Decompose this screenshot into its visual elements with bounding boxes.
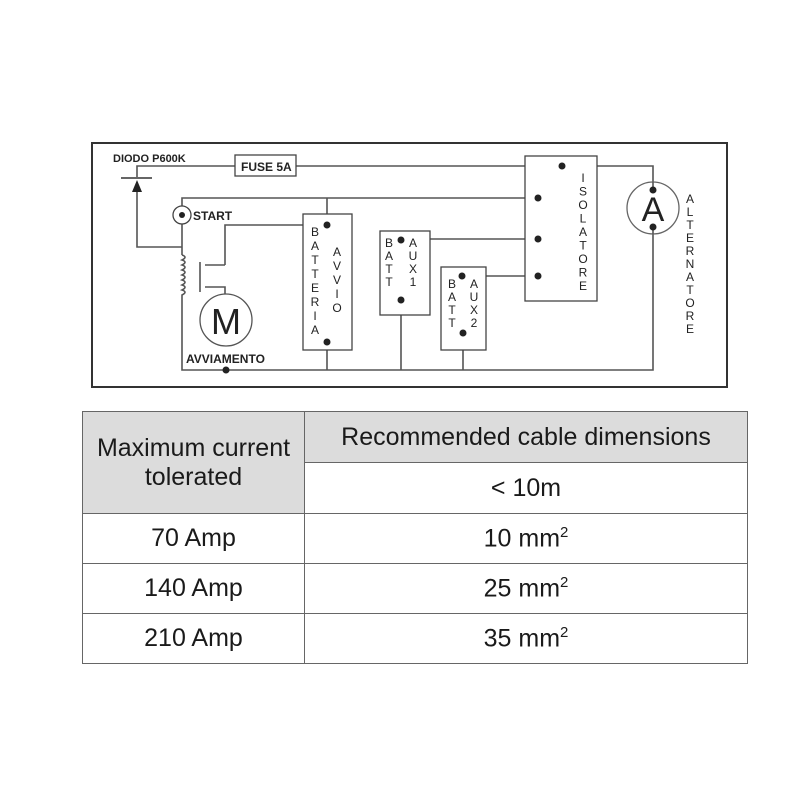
batt-aux2-label: B (448, 277, 456, 291)
batteria-label: B (311, 225, 319, 239)
aux1-label: 1 (410, 275, 417, 289)
size-cell: 25 mm2 (304, 563, 748, 614)
isolatore-label: I (581, 171, 584, 185)
alternatore-label: R (686, 309, 695, 323)
current-cell: 70 Amp (82, 513, 305, 564)
isolatore-label: S (579, 185, 587, 199)
alternatore-label: E (686, 322, 694, 336)
isolatore-label: O (578, 198, 587, 212)
wiring-diagram: DIODO P600K FUSE 5A START M AVVIAMENTO A… (91, 142, 728, 388)
size-cell: 35 mm2 (304, 613, 748, 664)
subheader-length: < 10m (304, 462, 748, 514)
aux1-label: X (409, 262, 417, 276)
avvio-label: A (333, 245, 341, 259)
size-cell: 10 mm2 (304, 513, 748, 564)
alternator-symbol: A (642, 191, 665, 229)
batt-aux2-label: T (448, 303, 456, 317)
alternatore-label: A (686, 270, 694, 284)
current-cell: 210 Amp (82, 613, 305, 664)
diode-icon (121, 177, 152, 192)
battery-aux1-box (379, 230, 431, 316)
avvio-label: V (333, 273, 341, 287)
avvio-label: O (332, 301, 341, 315)
motor-label: AVVIAMENTO (186, 352, 265, 366)
fuse-box (234, 154, 297, 177)
alternatore-label: T (686, 218, 694, 232)
alternatore-label: N (686, 257, 695, 271)
batteria-label: R (311, 295, 320, 309)
alternatore-label: T (686, 283, 694, 297)
batteria-label: T (311, 253, 319, 267)
batteria-label: A (311, 323, 319, 337)
table-row: 140 Amp 25 mm2 (82, 563, 748, 614)
isolatore-label: R (579, 266, 588, 280)
isolatore-label: A (579, 225, 587, 239)
batt-aux1-label: T (385, 275, 393, 289)
cable-table: Maximum current tolerated Recommended ca… (82, 411, 748, 664)
batteria-label: T (311, 267, 319, 281)
current-cell: 140 Amp (82, 563, 305, 614)
aux2-label: A (470, 277, 478, 291)
batteria-label: A (311, 239, 319, 253)
isolatore-label: L (580, 212, 587, 226)
aux2-label: X (470, 303, 478, 317)
aux2-label: 2 (471, 316, 478, 330)
aux2-label: U (470, 290, 479, 304)
motor-symbol: M (211, 301, 241, 342)
motor-icon (199, 293, 253, 347)
table-row: 70 Amp 10 mm2 (82, 513, 748, 564)
batt-aux1-label: A (385, 249, 393, 263)
alternatore-label: E (686, 231, 694, 245)
avvio-label: I (335, 287, 338, 301)
isolatore-label: T (579, 239, 587, 253)
coil-icon (179, 254, 186, 298)
batt-aux2-label: T (448, 316, 456, 330)
batt-aux1-label: T (385, 262, 393, 276)
diode-label: DIODO P600K (113, 153, 186, 165)
header-cable: Recommended cable dimensions (304, 411, 748, 463)
aux1-label: U (409, 249, 418, 263)
battery-start-box (302, 213, 353, 351)
terminal-dots (222, 162, 657, 374)
alternatore-label: L (687, 205, 694, 219)
table-row: 210 Amp 35 mm2 (82, 613, 748, 664)
avvio-label: V (333, 259, 341, 273)
fuse-label: FUSE 5A (241, 160, 292, 174)
alternatore-label: A (686, 192, 694, 206)
start-label: START (193, 209, 233, 223)
batteria-label: I (313, 309, 316, 323)
isolatore-label: E (579, 279, 587, 293)
alternatore-label: R (686, 244, 695, 258)
batteria-label: E (311, 281, 319, 295)
aux1-label: A (409, 236, 417, 250)
batt-aux2-label: A (448, 290, 456, 304)
alternatore-label: O (685, 296, 694, 310)
header-current: Maximum current tolerated (82, 411, 305, 514)
batt-aux1-label: B (385, 236, 393, 250)
isolatore-label: O (578, 252, 587, 266)
